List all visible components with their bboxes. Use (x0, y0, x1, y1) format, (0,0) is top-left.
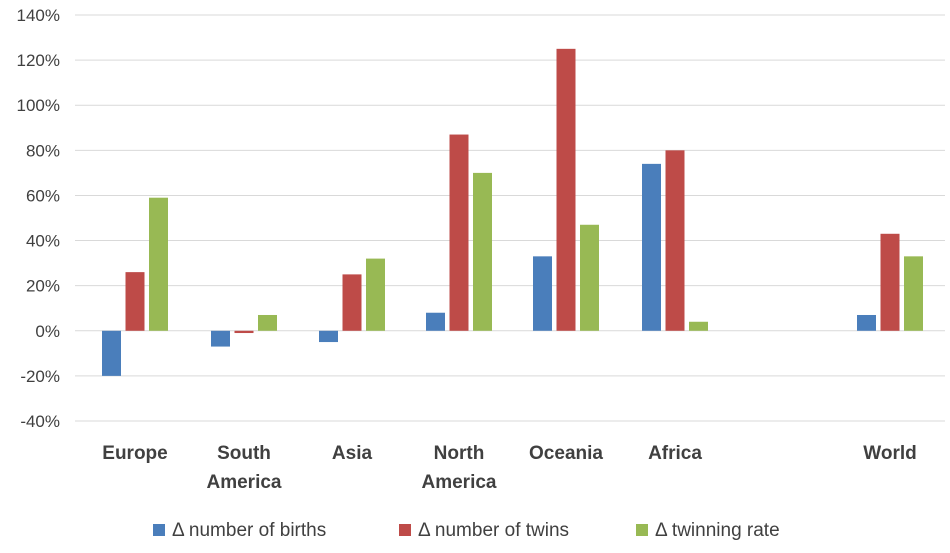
legend-label: Δ twinning rate (655, 520, 780, 541)
bar (689, 321, 708, 331)
legend-label: Δ number of births (172, 520, 326, 541)
x-category-label: World (863, 443, 916, 464)
bar (533, 256, 552, 331)
bar (319, 330, 338, 343)
bar (102, 330, 121, 376)
bar (857, 314, 876, 331)
y-tick-label: 80% (26, 141, 60, 160)
bar (880, 233, 900, 331)
y-tick-label: -40% (20, 412, 60, 431)
bar (642, 163, 661, 331)
bar (211, 330, 230, 347)
bar (426, 312, 445, 331)
gridlines (75, 14, 945, 422)
legend: Δ number of births Δ number of twins Δ twi… (153, 520, 780, 541)
x-category-label: Oceania (529, 443, 603, 464)
legend-swatch (153, 524, 165, 536)
y-tick-label: 60% (26, 186, 60, 205)
y-tick-label: 20% (26, 277, 60, 296)
bar (665, 150, 685, 331)
y-axis-tick-labels: -40% -20% 0% 20% 40% 60% 80% 100% 120% 140% (17, 6, 60, 431)
legend-swatch (636, 524, 648, 536)
bars (102, 48, 923, 376)
bar (904, 256, 923, 331)
x-axis-category-labels: Europe South America Asia North America Oceani… (102, 443, 916, 493)
x-category-label: Asia (332, 443, 373, 464)
x-category-label: America (422, 472, 497, 493)
y-tick-label: 140% (17, 6, 60, 25)
bar (580, 224, 599, 331)
y-tick-label: 100% (17, 96, 60, 115)
bar (149, 197, 168, 331)
bar (473, 172, 492, 331)
x-category-label: Europe (102, 443, 167, 464)
legend-label: Δ number of twins (418, 520, 569, 541)
bar (556, 48, 576, 331)
bar (234, 330, 254, 334)
bar (366, 258, 385, 331)
bar (258, 314, 277, 331)
x-category-label: Africa (648, 443, 702, 464)
bar (125, 272, 145, 331)
x-category-label: North (434, 443, 485, 464)
y-tick-label: -20% (20, 367, 60, 386)
bar (342, 274, 362, 331)
x-category-label: America (207, 472, 282, 493)
bar (449, 134, 469, 331)
y-tick-label: 0% (35, 322, 60, 341)
y-tick-label: 120% (17, 51, 60, 70)
x-category-label: South (217, 443, 271, 464)
y-tick-label: 40% (26, 232, 60, 251)
legend-swatch (399, 524, 411, 536)
